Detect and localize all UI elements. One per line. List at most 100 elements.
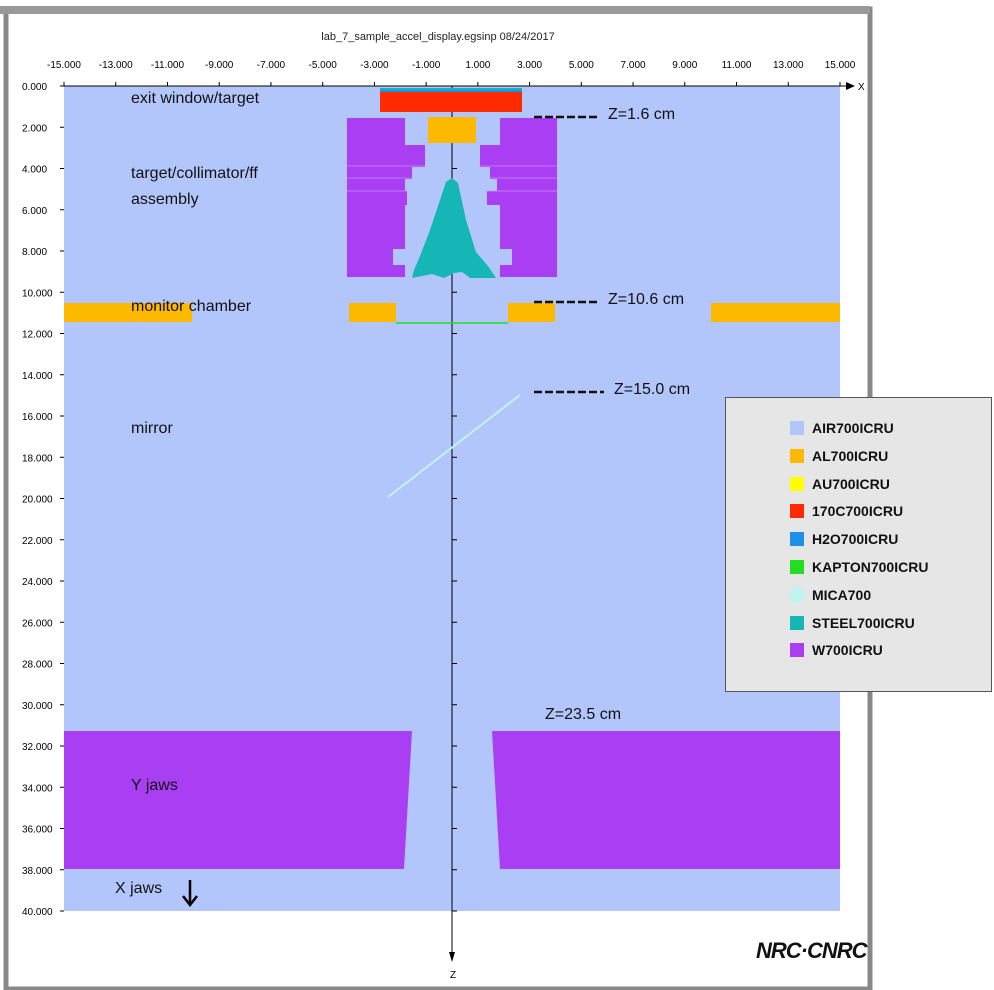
z-tick-label: 38.000 xyxy=(22,866,53,877)
legend-swatch xyxy=(790,532,804,547)
z-axis-ticks: 0.000 2.000 4.000 6.000 8.000 10.000 12.000 14.… xyxy=(22,82,64,918)
legend-label: STEEL700ICRU xyxy=(812,614,915,631)
legend-swatch xyxy=(790,615,804,630)
z-tick-label: 16.000 xyxy=(22,412,53,423)
label-mirror: mirror xyxy=(131,420,173,437)
arrow-down-icon xyxy=(182,880,198,908)
z-tick-label: 14.000 xyxy=(22,371,53,382)
x-axis-arrow xyxy=(846,82,855,90)
x-axis-label: X xyxy=(858,82,865,93)
nrc-logo: NRC·CNRC xyxy=(756,938,868,963)
exit-window-steel xyxy=(380,88,522,90)
z-tick-label: 18.000 xyxy=(22,453,53,464)
z-tick-label: 12.000 xyxy=(22,330,53,341)
x-tick-label: -15.000 xyxy=(47,60,81,71)
z-axis-label: Z xyxy=(450,970,456,981)
label-y-jaws: Y jaws xyxy=(131,777,178,794)
annotations: exit window/target target/collimator/ff … xyxy=(115,90,690,897)
x-tick-label: 13.000 xyxy=(773,60,804,71)
x-tick-label: -5.000 xyxy=(308,60,337,71)
x-tick-label: 3.000 xyxy=(517,60,542,71)
top-bar xyxy=(0,6,870,14)
z-tick-label: 8.000 xyxy=(22,247,47,258)
legend-swatch xyxy=(790,587,804,602)
collimator-right xyxy=(480,118,557,277)
legend-swatch xyxy=(790,476,804,491)
legend-swatch xyxy=(790,448,804,463)
monitor-al-left-outer xyxy=(64,303,192,322)
z-tick-label: 4.000 xyxy=(22,165,47,176)
target-170c xyxy=(380,92,522,112)
legend-item: H2O700ICRU xyxy=(790,530,898,548)
x-tick-label: 11.000 xyxy=(722,60,752,71)
display-title: lab_7_sample_accel_display.egsinp 08/24/… xyxy=(321,31,554,43)
label-exit-window: exit window/target xyxy=(131,90,260,107)
exit-window-water xyxy=(380,90,522,92)
z-tick-label: 26.000 xyxy=(22,618,53,629)
x-tick-label: 5.000 xyxy=(569,60,594,71)
legend-label: KAPTON700ICRU xyxy=(812,559,929,575)
monitor-al-right-inner xyxy=(508,303,555,322)
label-z-1-6: Z=1.6 cm xyxy=(608,106,675,123)
z-tick-label: 10.000 xyxy=(22,288,53,299)
legend-swatch xyxy=(790,643,804,658)
x-tick-label: -7.000 xyxy=(257,60,286,71)
z-tick-label: 22.000 xyxy=(22,536,53,547)
legend-item: AL700ICRU xyxy=(790,447,888,465)
z-tick-label: 0.000 xyxy=(22,82,47,93)
label-z-23-5: Z=23.5 cm xyxy=(545,706,621,723)
x-axis-ticks: -15.000 -13.000 -11.000 -9.000 -7.000 -5.000 -… xyxy=(47,60,856,86)
label-z-15-0: Z=15.0 cm xyxy=(614,381,690,398)
legend-label: AL700ICRU xyxy=(812,447,889,464)
legend-item: 170C700ICRU xyxy=(790,502,903,520)
z-tick-label: 20.000 xyxy=(22,495,53,506)
z-axis-arrow xyxy=(449,952,455,962)
label-x-jaws: X jaws xyxy=(115,880,162,897)
legend-item: STEEL700ICRU xyxy=(790,614,915,632)
x-tick-label: 1.000 xyxy=(465,60,490,71)
label-monitor-chamber: monitor chamber xyxy=(131,298,252,315)
legend-label: H2O700ICRU xyxy=(812,531,899,548)
x-tick-label: -1.000 xyxy=(412,60,441,71)
z-markers xyxy=(534,115,604,394)
z-tick-label: 28.000 xyxy=(22,660,53,671)
label-target-line1: target/collimator/ff xyxy=(131,165,258,182)
x-tick-label: -9.000 xyxy=(205,60,234,71)
legend-item: KAPTON700ICRU xyxy=(790,558,928,576)
y-jaw-left xyxy=(64,731,412,869)
x-tick-label: -11.000 xyxy=(151,60,185,71)
monitor-al-right-outer xyxy=(711,303,840,322)
material-legend: AIR700ICRU AL700ICRU AU700ICRU 170C700ICRU H… xyxy=(725,397,992,692)
label-z-10-6: Z=10.6 cm xyxy=(608,291,684,308)
z-tick-label: 2.000 xyxy=(22,123,47,134)
x-tick-label: 7.000 xyxy=(621,60,646,71)
legend-swatch xyxy=(790,504,804,519)
collimator-lines xyxy=(347,165,557,192)
z-tick-label: 40.000 xyxy=(22,907,53,918)
legend-item: W700ICRU xyxy=(790,641,883,659)
z-tick-label: 6.000 xyxy=(22,206,47,217)
legend-label: AIR700ICRU xyxy=(812,420,894,436)
z-tick-label: 30.000 xyxy=(22,701,53,712)
x-tick-label: -13.000 xyxy=(99,60,133,71)
legend-item: MICA700 xyxy=(790,586,871,604)
legend-item: AIR700ICRU xyxy=(790,419,894,437)
legend-item: AU700ICRU xyxy=(790,475,890,493)
label-target-line2: assembly xyxy=(131,191,199,208)
z-tick-label: 34.000 xyxy=(22,783,53,794)
z-tick-label: 24.000 xyxy=(22,577,53,588)
monitor-al-left-inner xyxy=(349,303,396,322)
mirror-mica xyxy=(387,394,521,498)
legend-label: MICA700 xyxy=(812,586,872,603)
legend-label: W700ICRU xyxy=(812,642,883,659)
legend-swatch xyxy=(790,560,804,574)
x-tick-label: 15.000 xyxy=(825,60,856,71)
legend-label: 170C700ICRU xyxy=(812,503,904,520)
al-block xyxy=(428,117,476,143)
legend-swatch xyxy=(790,421,804,435)
y-jaw-right xyxy=(492,731,840,869)
x-tick-label: -3.000 xyxy=(360,60,389,71)
legend-label: AU700ICRU xyxy=(812,475,890,492)
x-tick-label: 9.000 xyxy=(672,60,697,71)
z-tick-label: 32.000 xyxy=(22,742,53,753)
